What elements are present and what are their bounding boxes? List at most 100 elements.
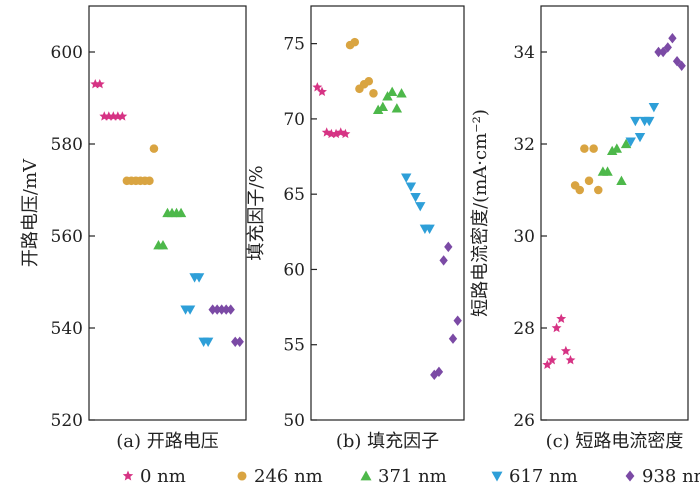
data-point: [396, 88, 407, 98]
legend-marker: [237, 471, 247, 481]
data-point: [364, 77, 374, 86]
data-point: [369, 89, 378, 98]
data-point: [193, 273, 205, 283]
y-tick-label: 520: [51, 411, 83, 431]
legend-marker: [122, 470, 134, 481]
y-tick-label: 28: [513, 319, 535, 339]
data-point: [453, 315, 462, 326]
data-point: [231, 336, 240, 347]
data-point: [149, 144, 159, 153]
data-point: [542, 359, 553, 370]
y-axis-title: 填充因子/%: [246, 165, 267, 260]
legend: 0 nm 246 nm 371 nm 617 nm 938 nm: [122, 466, 700, 487]
data-point: [448, 333, 458, 344]
data-point: [654, 46, 663, 58]
y-tick-label: 75: [283, 35, 305, 55]
legend-label: 938 nm: [642, 466, 700, 487]
data-point: [372, 104, 384, 115]
data-point: [439, 255, 448, 266]
data-point: [340, 128, 351, 139]
data-point: [575, 185, 585, 195]
data-point: [560, 345, 571, 356]
data-point: [644, 116, 655, 127]
data-point: [415, 202, 426, 212]
data-point: [677, 60, 686, 71]
data-point: [547, 355, 557, 365]
data-point: [312, 82, 323, 92]
plot-frame: [310, 5, 465, 421]
plot-frame: [540, 5, 689, 421]
legend-marker: [491, 471, 503, 482]
y-tick-label: 55: [283, 336, 305, 356]
y-tick-label: 560: [51, 227, 83, 247]
data-point: [565, 355, 576, 365]
data-point: [620, 138, 632, 149]
y-tick-label: 32: [513, 135, 535, 155]
y-tick-label: 600: [51, 43, 83, 63]
y-tick-label: 65: [283, 185, 305, 205]
data-point: [405, 182, 417, 192]
y-axis-title: 开路电压/mV: [20, 158, 41, 267]
data-point: [401, 173, 412, 183]
data-point: [625, 137, 636, 147]
legend-label: 246 nm: [254, 466, 323, 487]
y-tick-label: 34: [513, 43, 535, 63]
data-point: [145, 176, 154, 186]
data-point: [226, 304, 235, 315]
data-point: [444, 241, 453, 253]
legend-label: 0 nm: [140, 466, 186, 487]
y-tick-label: 50: [283, 411, 305, 431]
data-point: [589, 144, 598, 153]
panel-caption: (c) 短路电流密度: [546, 431, 684, 452]
data-point: [377, 101, 389, 112]
data-point: [213, 304, 222, 315]
data-point: [551, 322, 562, 333]
data-point: [580, 144, 589, 153]
panel-short-circuit-current-density: 26 28 30 32 34 短路电流密度/(mA·cm⁻²) (c) 短路电流密度: [470, 5, 689, 452]
data-point: [175, 207, 187, 218]
data-point: [602, 166, 613, 176]
data-point: [391, 103, 403, 113]
data-point: [208, 304, 217, 315]
legend-marker: [625, 470, 635, 482]
data-point: [556, 313, 567, 324]
data-point: [317, 86, 327, 97]
data-point: [663, 42, 672, 53]
panel-open-circuit-voltage: 520 540 560 580 600 开路电压/mV (a) 开路电压: [20, 5, 247, 452]
data-point: [202, 337, 214, 347]
data-point: [350, 37, 360, 47]
data-point: [235, 336, 244, 347]
y-tick-label: 580: [51, 135, 83, 155]
y-tick-label: 70: [283, 110, 305, 130]
data-point: [217, 304, 226, 315]
y-tick-label: 26: [513, 411, 535, 431]
data-point: [584, 176, 594, 186]
y-tick-label: 60: [283, 260, 305, 280]
data-point: [594, 185, 603, 195]
y-axis-title: 短路电流密度/(mA·cm⁻²): [470, 109, 491, 317]
data-point: [672, 56, 682, 67]
data-point: [410, 193, 421, 203]
y-tick-label: 30: [513, 227, 535, 247]
data-point: [94, 79, 105, 89]
data-point: [434, 366, 444, 378]
y-tick-label: 540: [51, 319, 83, 339]
legend-marker: [360, 470, 372, 481]
data-point: [634, 132, 646, 143]
legend-label: 371 nm: [378, 466, 447, 487]
data-point: [648, 103, 660, 113]
panel-caption: (a) 开路电压: [116, 431, 219, 452]
panel-fill-factor: 50 55 60 65 70 75 填充因子/% (b) 填充因子: [246, 5, 465, 452]
plot-frame: [88, 5, 247, 421]
data-point: [616, 175, 627, 185]
data-point: [424, 224, 435, 235]
data-point: [386, 86, 398, 96]
data-point: [157, 240, 169, 250]
data-point: [630, 116, 641, 127]
legend-label: 617 nm: [509, 466, 578, 487]
data-point: [668, 33, 677, 44]
data-point: [184, 305, 196, 315]
data-point: [222, 304, 231, 315]
data-point: [117, 111, 128, 121]
